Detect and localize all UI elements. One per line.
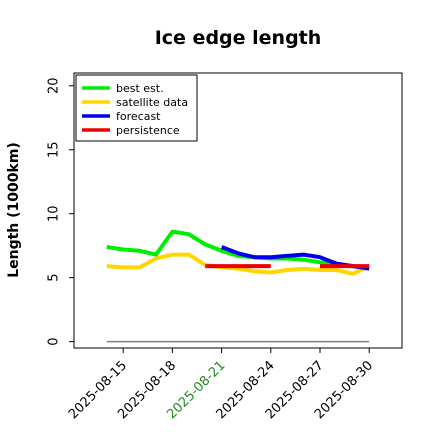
legend-label: best est. [116, 82, 164, 95]
plot-frame [73, 72, 403, 349]
legend-label: satellite data [116, 96, 188, 109]
plot-area: 051015202025-08-152025-08-182025-08-2120… [47, 72, 403, 422]
y-tick-label: 15 [47, 141, 62, 158]
y-tick-label: 0 [47, 337, 62, 345]
y-tick-label: 5 [47, 274, 62, 282]
chart-title: Ice edge length [155, 27, 322, 49]
y-tick-label: 20 [47, 78, 62, 95]
y-axis-label: Length (1000km) [6, 142, 22, 278]
legend-label: forecast [116, 110, 161, 123]
legend-label: persistence [116, 124, 180, 137]
series-line-best-est- [106, 229, 370, 270]
series-line-satellite-data [106, 252, 371, 276]
y-tick-label: 10 [47, 205, 62, 222]
